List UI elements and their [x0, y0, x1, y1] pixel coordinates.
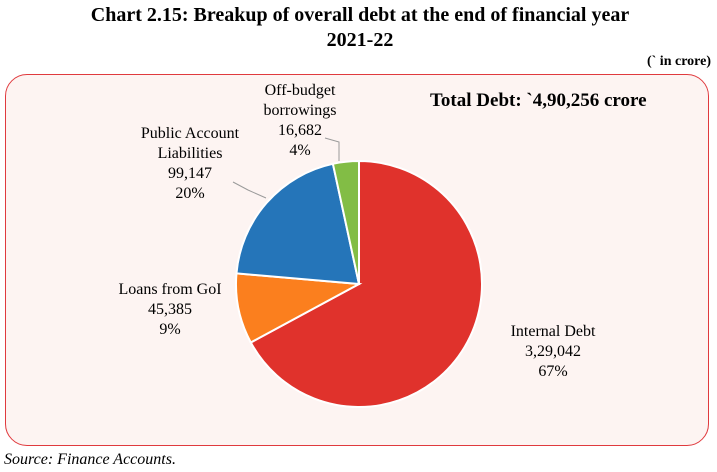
unit-label: (` in crore) — [646, 54, 711, 69]
slice-label-off-budget: Off-budget borrowings 16,682 4% — [240, 81, 360, 161]
slice-label-public-account: Public Account Liabilities 99,147 20% — [120, 124, 260, 204]
total-debt-annotation: Total Debt: `4,90,256 crore — [430, 90, 647, 111]
slice-percent-internal-debt: 67% — [538, 363, 568, 380]
slice-value-public-account: 99,147 — [168, 165, 212, 182]
slice-label-loans-from-goi: Loans from GoI 45,385 9% — [100, 280, 240, 340]
slice-label-internal-debt: Internal Debt 3,29,042 67% — [478, 322, 628, 382]
chart-title-line-1: Chart 2.15: Breakup of overall debt at t… — [90, 4, 630, 26]
slice-name-loans-from-goi: Loans from GoI — [118, 281, 222, 298]
slice-value-loans-from-goi: 45,385 — [148, 301, 192, 318]
source-note: Source: Finance Accounts. — [4, 451, 176, 468]
slice-name-off-budget-1: Off-budget — [264, 82, 336, 99]
slice-percent-off-budget: 4% — [289, 142, 311, 159]
pie-slice-public-account — [235, 162, 361, 286]
slice-percent-loans-from-goi: 9% — [159, 321, 181, 338]
slice-name-off-budget-2: borrowings — [263, 102, 337, 119]
slice-name-internal-debt: Internal Debt — [510, 323, 596, 340]
leader-line-public-account — [232, 181, 267, 199]
leader-line-off-budget — [324, 137, 340, 161]
slice-value-internal-debt: 3,29,042 — [525, 343, 581, 360]
slice-percent-public-account: 20% — [175, 185, 205, 202]
slice-name-public-account-1: Public Account — [140, 125, 240, 142]
slice-value-off-budget: 16,682 — [278, 122, 322, 139]
chart-title-line-2: 2021-22 — [326, 29, 394, 51]
slice-name-public-account-2: Liabilities — [157, 145, 223, 162]
pie-slice-internal-debt — [249, 159, 483, 408]
pie-slice-off-budget — [331, 159, 360, 285]
